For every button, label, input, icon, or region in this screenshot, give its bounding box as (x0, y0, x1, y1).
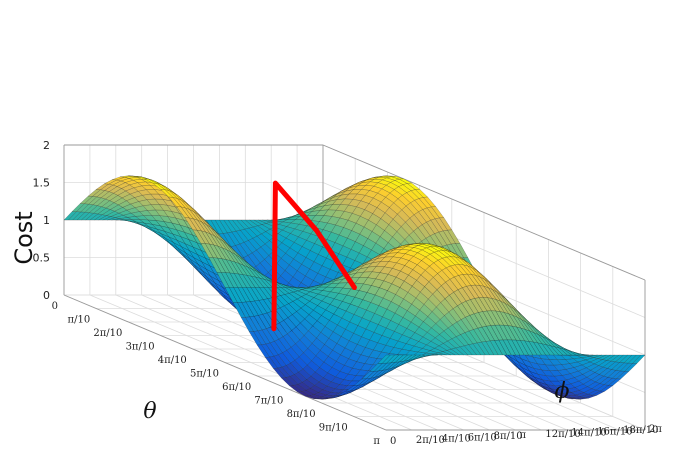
x-tick-label: π/10 (68, 315, 91, 326)
surface-cell (377, 354, 391, 364)
x-tick-label: 7π/10 (254, 396, 283, 407)
x-tick-label: 4π/10 (158, 355, 187, 366)
y-tick-label: 0 (390, 436, 396, 447)
z-tick-label: 1 (43, 214, 50, 227)
tick-labels: 0π/102π/103π/104π/105π/106π/107π/108π/10… (33, 139, 663, 447)
z-tick-label: 2 (43, 139, 50, 152)
x-tick-label: 5π/10 (190, 369, 219, 380)
y-tick-label: 8π/10 (494, 431, 523, 442)
y-axis-label: ϕ (555, 379, 570, 404)
x-tick-label: 2π/10 (93, 328, 122, 339)
x-tick-label: 8π/10 (287, 409, 316, 420)
y-tick-label: 16π/10 (597, 426, 632, 437)
z-tick-label: 0.5 (33, 252, 51, 265)
y-tick-label: 4π/10 (442, 434, 471, 445)
x-axis-label: θ (143, 399, 156, 424)
x-tick-label: 3π/10 (126, 342, 155, 353)
x-tick-label: 6π/10 (222, 382, 251, 393)
y-tick-label: 18π/10 (623, 425, 658, 436)
y-tick-label: 6π/10 (468, 432, 497, 443)
z-axis-label: Cost (10, 211, 38, 264)
y-tick-label: 2π (649, 424, 662, 435)
path-line (271, 180, 357, 332)
x-tick-label: π (373, 436, 380, 447)
surface-plot (63, 175, 646, 400)
y-tick-label: 2π/10 (416, 435, 445, 446)
box-edge (322, 144, 646, 281)
y-tick-label: π (520, 430, 527, 441)
y-tick-label: 14π/10 (571, 428, 606, 439)
optimization-path (271, 180, 357, 332)
x-tick-label: 0 (52, 301, 58, 312)
box-edge (63, 294, 387, 431)
y-tick-label: 12π/10 (545, 429, 580, 440)
z-tick-label: 1.5 (33, 177, 51, 190)
x-tick-label: 9π/10 (319, 423, 348, 434)
z-tick-label: 0 (43, 289, 50, 302)
